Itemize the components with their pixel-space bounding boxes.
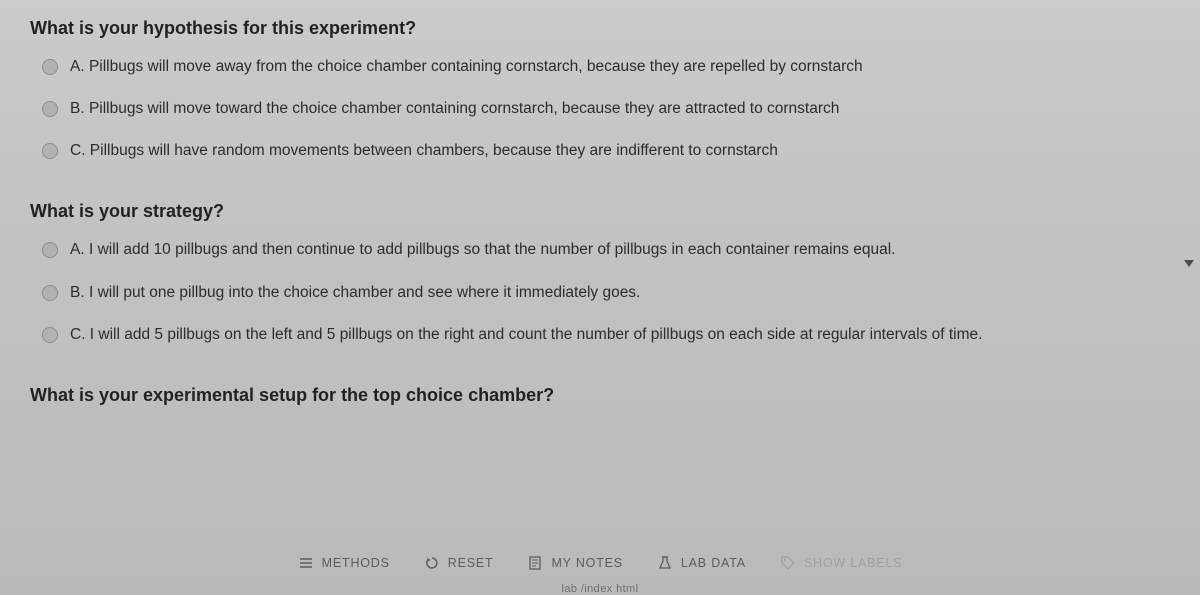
- notes-icon: [527, 555, 543, 571]
- footer-path: lab /index html: [562, 583, 639, 595]
- reset-button[interactable]: RESET: [424, 555, 494, 571]
- radio-icon[interactable]: [42, 143, 58, 159]
- option-text: A. I will add 10 pillbugs and then conti…: [70, 240, 895, 260]
- flask-icon: [657, 555, 673, 571]
- radio-icon[interactable]: [42, 59, 58, 75]
- option-text: B. I will put one pillbug into the choic…: [70, 283, 640, 303]
- option-text: B. Pillbugs will move toward the choice …: [70, 99, 839, 119]
- scroll-down-icon[interactable]: [1184, 260, 1194, 267]
- option-text: A. Pillbugs will move away from the choi…: [70, 57, 863, 77]
- page-content: What is your hypothesis for this experim…: [0, 0, 1200, 595]
- radio-icon[interactable]: [42, 242, 58, 258]
- question-title: What is your strategy?: [30, 201, 1170, 222]
- mynotes-button[interactable]: MY NOTES: [527, 555, 622, 571]
- list-icon: [298, 555, 314, 571]
- option-row[interactable]: C. I will add 5 pillbugs on the left and…: [30, 325, 1170, 345]
- bottom-toolbar: METHODS RESET MY NOTES LAB DATA SHOW LAB…: [0, 555, 1200, 571]
- question-title: What is your experimental setup for the …: [30, 385, 1170, 406]
- labdata-button[interactable]: LAB DATA: [657, 555, 746, 571]
- radio-icon[interactable]: [42, 327, 58, 343]
- methods-label: METHODS: [322, 556, 390, 570]
- option-row[interactable]: C. Pillbugs will have random movements b…: [30, 141, 1170, 161]
- question-block-hypothesis: What is your hypothesis for this experim…: [30, 18, 1170, 161]
- reset-label: RESET: [448, 556, 494, 570]
- option-text: C. I will add 5 pillbugs on the left and…: [70, 325, 982, 345]
- option-row[interactable]: B. Pillbugs will move toward the choice …: [30, 99, 1170, 119]
- showlabels-label: SHOW LABELS: [804, 556, 902, 570]
- labdata-label: LAB DATA: [681, 556, 746, 570]
- option-text: C. Pillbugs will have random movements b…: [70, 141, 778, 161]
- question-title: What is your hypothesis for this experim…: [30, 18, 1170, 39]
- question-block-strategy: What is your strategy? A. I will add 10 …: [30, 201, 1170, 344]
- methods-button[interactable]: METHODS: [298, 555, 390, 571]
- option-row[interactable]: A. Pillbugs will move away from the choi…: [30, 57, 1170, 77]
- option-row[interactable]: A. I will add 10 pillbugs and then conti…: [30, 240, 1170, 260]
- mynotes-label: MY NOTES: [551, 556, 622, 570]
- reset-icon: [424, 555, 440, 571]
- showlabels-button[interactable]: SHOW LABELS: [780, 555, 902, 571]
- question-block-setup: What is your experimental setup for the …: [30, 385, 1170, 406]
- tag-icon: [780, 555, 796, 571]
- option-row[interactable]: B. I will put one pillbug into the choic…: [30, 283, 1170, 303]
- radio-icon[interactable]: [42, 285, 58, 301]
- radio-icon[interactable]: [42, 101, 58, 117]
